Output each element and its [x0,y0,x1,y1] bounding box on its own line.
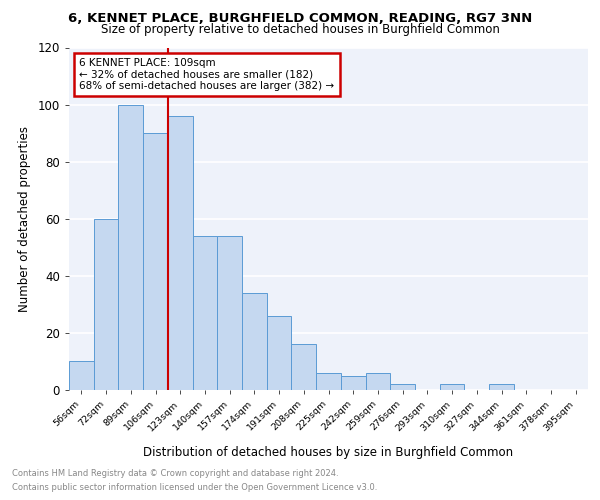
Y-axis label: Number of detached properties: Number of detached properties [17,126,31,312]
Bar [193,236,217,390]
Text: Size of property relative to detached houses in Burghfield Common: Size of property relative to detached ho… [101,22,499,36]
Bar [69,362,94,390]
Bar [316,373,341,390]
Bar [489,384,514,390]
Bar [292,344,316,390]
Bar [94,219,118,390]
Text: Contains HM Land Registry data © Crown copyright and database right 2024.: Contains HM Land Registry data © Crown c… [12,468,338,477]
Bar [341,376,365,390]
Bar [242,293,267,390]
X-axis label: Distribution of detached houses by size in Burghfield Common: Distribution of detached houses by size … [143,446,514,460]
Bar [143,133,168,390]
Bar [365,373,390,390]
Text: 6 KENNET PLACE: 109sqm
← 32% of detached houses are smaller (182)
68% of semi-de: 6 KENNET PLACE: 109sqm ← 32% of detached… [79,58,335,91]
Bar [390,384,415,390]
Bar [440,384,464,390]
Bar [168,116,193,390]
Bar [217,236,242,390]
Bar [267,316,292,390]
Text: Contains public sector information licensed under the Open Government Licence v3: Contains public sector information licen… [12,484,377,492]
Bar [118,104,143,390]
Text: 6, KENNET PLACE, BURGHFIELD COMMON, READING, RG7 3NN: 6, KENNET PLACE, BURGHFIELD COMMON, READ… [68,12,532,26]
